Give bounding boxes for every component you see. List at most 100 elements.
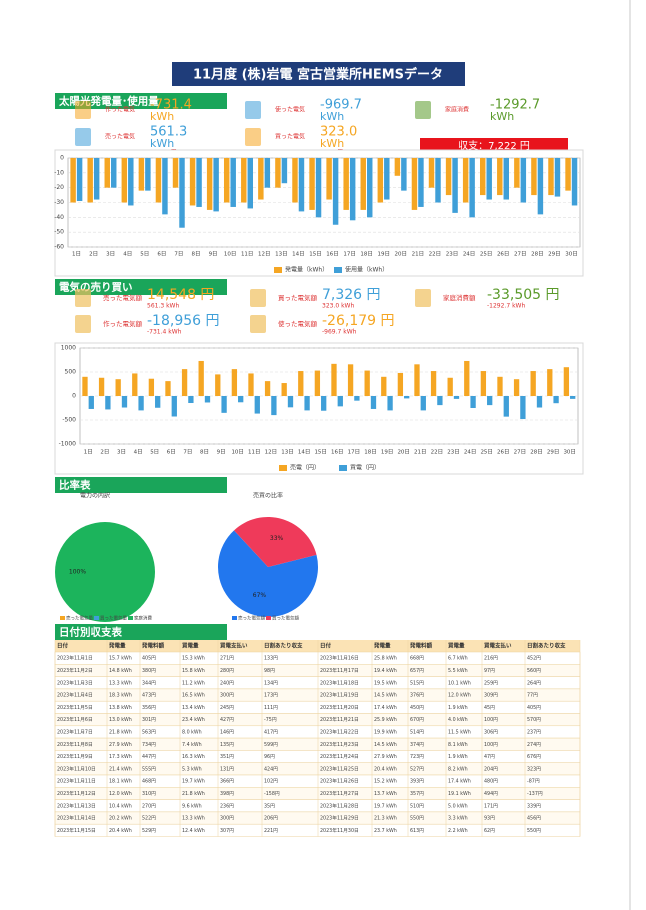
bar (453, 396, 460, 399)
bar (377, 158, 384, 203)
table-cell: 14.5 kWh (374, 693, 397, 699)
legend-label: 使用量（kWh） (345, 266, 388, 274)
bar (360, 158, 366, 210)
table-cell: 12.4 kWh (182, 828, 205, 834)
bar (479, 158, 486, 196)
bar (470, 396, 476, 408)
stat-unit: kWh (320, 137, 344, 150)
table-cell: 307円 (220, 828, 234, 834)
table-cell: 15.2 kWh (374, 779, 397, 785)
table-cell: 424円 (264, 766, 278, 772)
bar (404, 396, 410, 399)
x-tick-label: 27日 (514, 449, 527, 456)
bar (241, 158, 247, 203)
stat-sub: 561.3 kWh (147, 303, 179, 310)
x-tick-label: 21日 (412, 251, 425, 258)
table-cell: 45円 (484, 705, 495, 711)
x-tick-label: 7日 (174, 251, 183, 258)
bar (387, 396, 393, 411)
table-cell: 550円 (527, 828, 541, 834)
x-tick-label: 11日 (241, 251, 254, 258)
x-tick-label: 26日 (497, 251, 510, 258)
bar (321, 396, 327, 411)
table-cell: 734円 (142, 742, 156, 748)
stat-label: 使った電気額 (278, 319, 318, 328)
x-tick-label: 6日 (167, 449, 176, 456)
table-cell: -158円 (264, 791, 280, 797)
table-cell: 173円 (264, 693, 278, 699)
x-tick-label: 12日 (265, 449, 278, 456)
table-header-bg (55, 640, 580, 652)
bar (221, 396, 227, 413)
bar (105, 396, 111, 410)
table-cell: 668円 (410, 656, 424, 662)
bar (520, 396, 526, 420)
table-cell: 16.3 kWh (182, 754, 205, 760)
y-tick-label: -40 (54, 214, 64, 221)
x-tick-label: 21日 (414, 449, 427, 456)
table-cell: 301円 (142, 717, 156, 723)
stat-icon (245, 101, 261, 119)
x-tick-label: 16日 (331, 449, 344, 456)
bar (503, 158, 510, 200)
table-cell: 3.3 kWh (448, 816, 468, 822)
table-cell: 310円 (142, 791, 156, 797)
table-cell: 21.8 kWh (109, 729, 132, 735)
x-tick-label: 1日 (84, 449, 93, 456)
table-cell: 77円 (527, 693, 538, 699)
bar (115, 379, 121, 396)
x-tick-label: 26日 (497, 449, 510, 456)
bar (553, 396, 559, 404)
bar (464, 360, 470, 396)
table-row (54, 774, 581, 788)
table-row (54, 664, 581, 677)
x-tick-label: 19日 (381, 449, 394, 456)
bar (198, 360, 204, 396)
table-header-cell: 日割あたり収支 (264, 642, 303, 650)
table-row (54, 725, 581, 739)
y-tick-label: 1000 (61, 345, 76, 352)
x-tick-label: 2日 (89, 251, 98, 258)
bar (437, 396, 443, 406)
x-tick-label: 24日 (464, 449, 477, 456)
bar (435, 158, 441, 203)
table-header-cell: 発電料額 (410, 642, 433, 650)
table-cell: 613円 (410, 828, 424, 834)
table-cell: 4.0 kWh (448, 717, 468, 723)
bar (364, 370, 370, 396)
table-cell: 16.5 kWh (182, 693, 205, 699)
table-header-cell: 買電量 (448, 642, 465, 650)
bar (231, 369, 238, 396)
legend-swatch (128, 616, 133, 620)
stat-label: 作った電気額 (103, 319, 143, 328)
table-cell: 2023年11月6日 (57, 716, 93, 723)
table-cell: 10.1 kWh (448, 680, 471, 686)
table-cell: 398円 (220, 791, 234, 797)
table-cell: 452円 (527, 656, 541, 662)
table-cell: 306円 (484, 729, 498, 735)
table-cell: 5.5 kWh (448, 668, 468, 674)
bar (189, 158, 196, 206)
table-cell: 21.8 kWh (182, 791, 205, 797)
bar (514, 158, 520, 188)
table-cell: 100円 (484, 717, 498, 723)
bar (138, 158, 145, 191)
stat-sub: -1292.7 kWh (487, 303, 525, 310)
bar (155, 158, 162, 203)
bar (309, 158, 315, 210)
bar (397, 372, 404, 396)
stat-label: 家庭消費額 (443, 293, 476, 302)
y-tick-label: 0 (60, 155, 64, 162)
bar (254, 396, 260, 414)
stat-value: 561.3 (150, 125, 187, 140)
stat-label: 買った電気 (275, 133, 305, 141)
table-cell: 111円 (264, 705, 278, 711)
table-header-cell: 日付 (320, 642, 332, 650)
legend-swatch (274, 267, 282, 273)
bar (331, 363, 337, 396)
section-heading-bar (55, 93, 227, 109)
table-cell: 19.7 kWh (182, 779, 205, 785)
stat-sub: -969.7 kWh (322, 329, 357, 336)
bar (121, 158, 128, 203)
table-cell: 527円 (410, 766, 424, 772)
